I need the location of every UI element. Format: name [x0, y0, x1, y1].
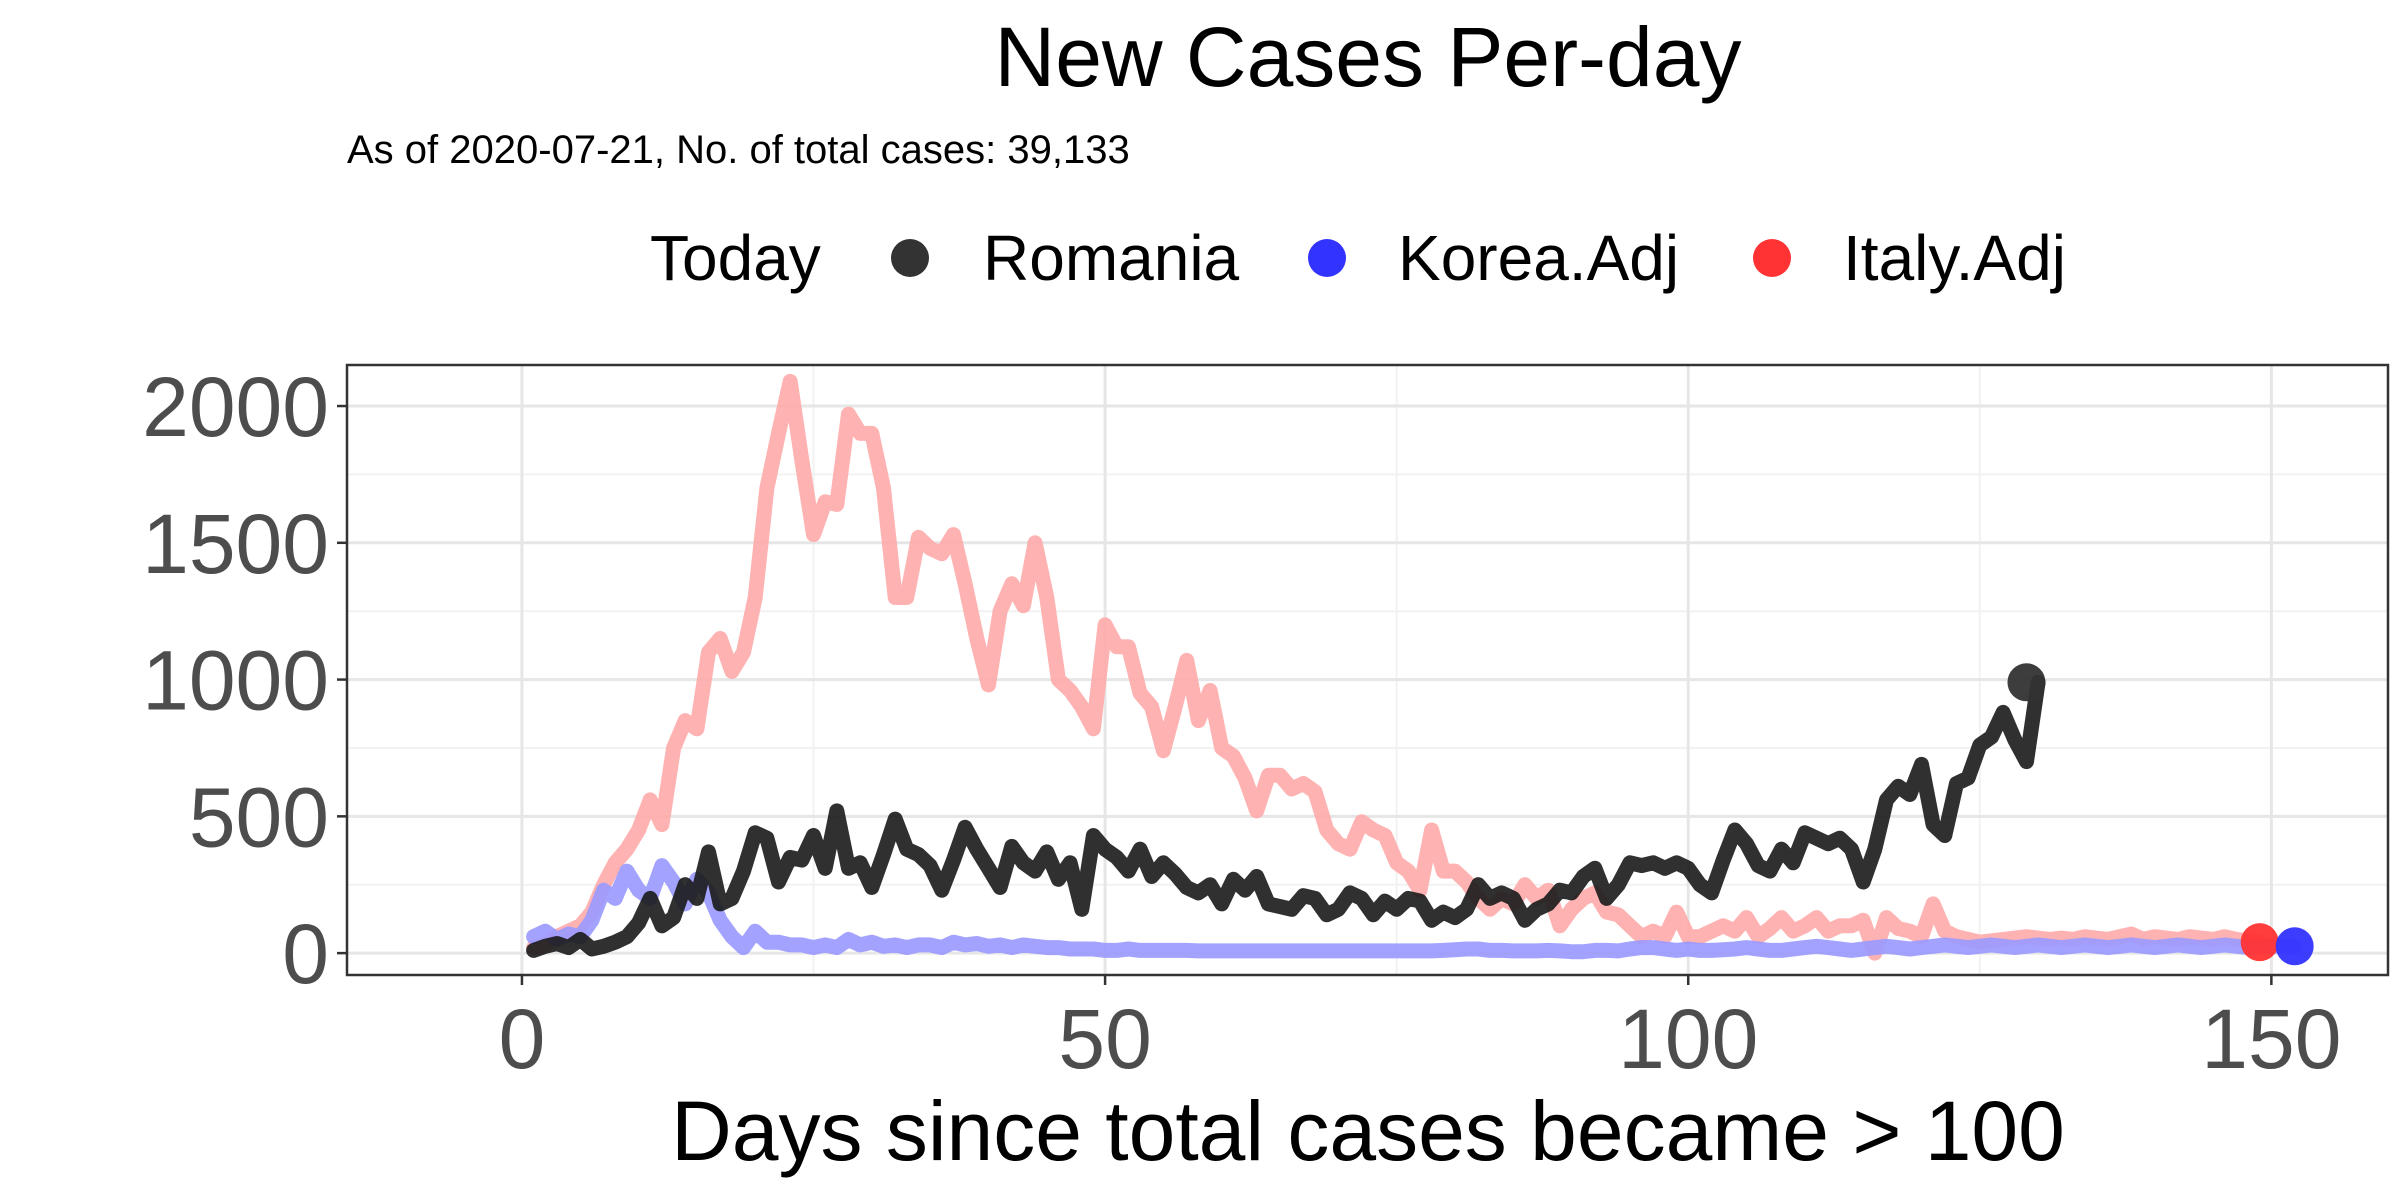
legend: Today Romania Korea.Adj Italy.Adj	[650, 222, 2066, 294]
legend-key-korea	[1308, 239, 1346, 277]
marker-layer	[2007, 663, 2314, 966]
x-tick-label: 150	[2201, 992, 2341, 1086]
end-marker-italy-adj	[2240, 923, 2279, 962]
series-line-korea-adj	[526, 858, 2303, 960]
x-axis-label: Days since total cases became > 100	[671, 1084, 2065, 1178]
x-tick-label: 50	[1058, 992, 1151, 1086]
legend-title: Today	[650, 222, 821, 294]
plot-panel	[347, 365, 2388, 975]
y-tick-label: 1500	[142, 497, 329, 591]
y-tick-label: 0	[282, 907, 329, 1001]
legend-label-italy: Italy.Adj	[1843, 222, 2066, 294]
series-layer	[526, 373, 2303, 961]
chart-subtitle: As of 2020-07-21, No. of total cases: 39…	[347, 128, 1130, 172]
plot-border	[345, 363, 2390, 977]
chart-title: New Cases Per-day	[995, 10, 1742, 104]
y-tick-label: 500	[189, 770, 329, 864]
end-marker-korea-adj	[2275, 927, 2314, 966]
series-line-romania	[526, 674, 2046, 958]
grid	[347, 365, 2388, 975]
end-marker-romania	[2007, 663, 2046, 702]
legend-label-korea: Korea.Adj	[1398, 222, 1679, 294]
legend-label-romania: Romania	[983, 222, 1240, 294]
y-tick-label: 2000	[142, 360, 329, 454]
x-tick-label: 0	[499, 992, 546, 1086]
legend-key-italy	[1753, 239, 1791, 277]
legend-key-romania	[891, 239, 929, 277]
x-tick-label: 100	[1618, 992, 1758, 1086]
y-tick-label: 1000	[142, 634, 329, 728]
